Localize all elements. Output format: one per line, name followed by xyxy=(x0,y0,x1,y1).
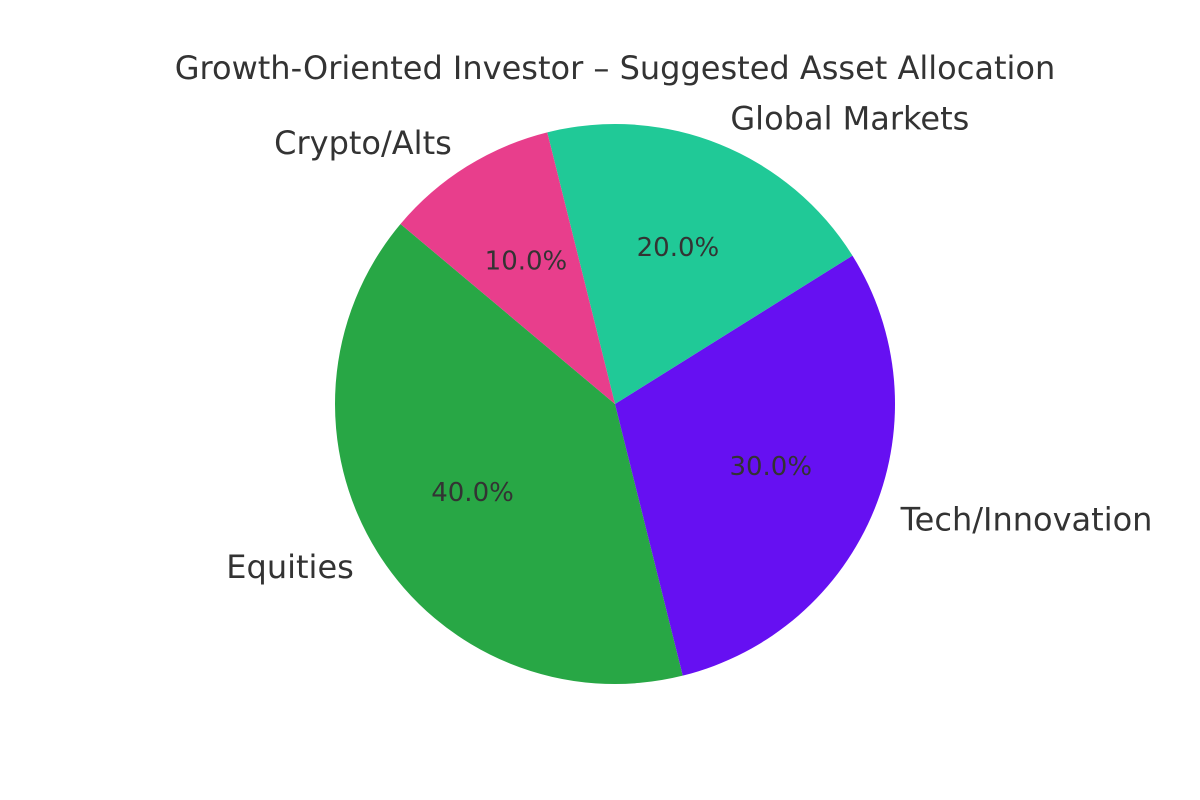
percentage-labels: 40.0% 30.0% 20.0% 10.0% xyxy=(431,233,812,508)
percentage-label-equities: 40.0% xyxy=(431,478,514,508)
category-label-crypto-alts: Crypto/Alts xyxy=(274,124,452,162)
percentage-label-crypto-alts: 10.0% xyxy=(485,247,568,277)
category-label-equities: Equities xyxy=(226,548,354,586)
pie-slice-crypto-alts xyxy=(400,132,615,404)
pie-slices xyxy=(334,124,895,685)
chart-title: Growth-Oriented Investor – Suggested Ass… xyxy=(175,49,1056,87)
category-label-tech-innovation: Tech/Innovation xyxy=(900,500,1153,538)
category-label-global-markets: Global Markets xyxy=(730,99,969,137)
pie-slice-tech-innovation xyxy=(615,255,895,676)
percentage-label-global-markets: 20.0% xyxy=(637,233,720,263)
pie-slice-global-markets xyxy=(547,124,853,404)
percentage-label-tech-innovation: 30.0% xyxy=(729,452,812,482)
pie-slice-equities xyxy=(334,224,683,685)
category-labels: Equities Tech/Innovation Global Markets Cry… xyxy=(226,99,1152,586)
